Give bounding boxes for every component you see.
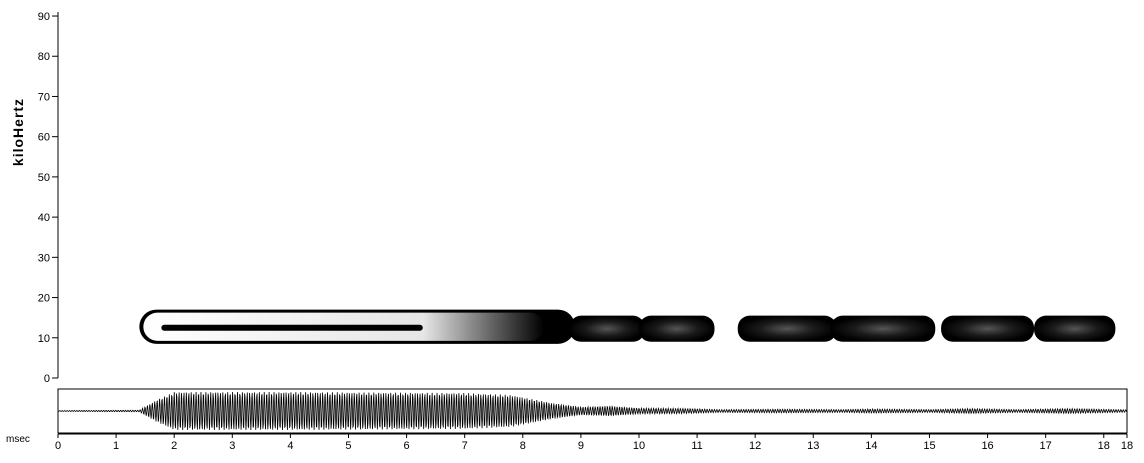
x-tick-label: 16	[981, 440, 993, 452]
energy-body	[737, 315, 837, 342]
x-tick-label: 4	[287, 440, 293, 452]
energy-body	[569, 315, 645, 342]
y-tick-label: 10	[38, 333, 50, 345]
x-axis-unit-label: msec	[6, 434, 30, 445]
y-tick-label: 20	[38, 293, 50, 305]
y-tick-label: 50	[38, 172, 50, 184]
energy-body	[1034, 315, 1116, 342]
energy-body	[941, 315, 1035, 342]
x-tick-label: 0	[55, 440, 61, 452]
y-axis-label: kiloHertz	[10, 97, 26, 167]
energy-segment	[569, 315, 645, 342]
y-tick-label: 70	[38, 91, 50, 103]
waveform-trace	[57, 391, 1128, 431]
y-tick-label: 60	[38, 132, 50, 144]
x-tick-label: 9	[578, 440, 584, 452]
x-tick-label: 13	[807, 440, 819, 452]
energy-body	[830, 315, 936, 342]
energy-segment	[941, 315, 1035, 342]
energy-segment	[737, 315, 837, 342]
energy-segment	[1034, 315, 1116, 342]
x-tick-label: 18	[1098, 440, 1110, 452]
x-tick-label: 3	[229, 440, 235, 452]
x-tick-label: 12	[749, 440, 761, 452]
x-tick-label: 10	[633, 440, 645, 452]
spectrogram-energy-layer	[139, 309, 1116, 344]
waveform-trace-layer	[57, 391, 1128, 431]
energy-body	[638, 315, 715, 342]
energy-segment	[638, 315, 715, 342]
x-tick-label: 5	[345, 440, 351, 452]
y-axis: 0 10 20 30 40 50 60 70 80 90	[38, 11, 58, 385]
energy-segment	[139, 309, 576, 344]
x-tick-label: 11	[691, 440, 702, 452]
x-tick-label: 8	[520, 440, 526, 452]
energy-segment	[830, 315, 936, 342]
x-axis: 0 1 2 3 4 5 6 7 8 9 10 11 12 13 14 15 16 17 18 18	[55, 433, 1133, 452]
x-tick-label: 15	[923, 440, 935, 452]
y-tick-label: 0	[44, 373, 50, 385]
y-tick-label: 40	[38, 212, 50, 224]
x-tick-label: 7	[462, 440, 468, 452]
x-tick-label: 17	[1040, 440, 1052, 452]
x-tick-label: 18	[1121, 440, 1133, 452]
x-tick-label: 2	[171, 440, 177, 452]
y-tick-label: 30	[38, 252, 50, 264]
x-tick-label: 6	[404, 440, 410, 452]
y-tick-label: 80	[38, 51, 50, 63]
energy-peak-line	[161, 324, 423, 331]
y-tick-label: 90	[38, 11, 50, 23]
x-tick-label: 14	[865, 440, 877, 452]
x-tick-label: 1	[113, 440, 119, 452]
